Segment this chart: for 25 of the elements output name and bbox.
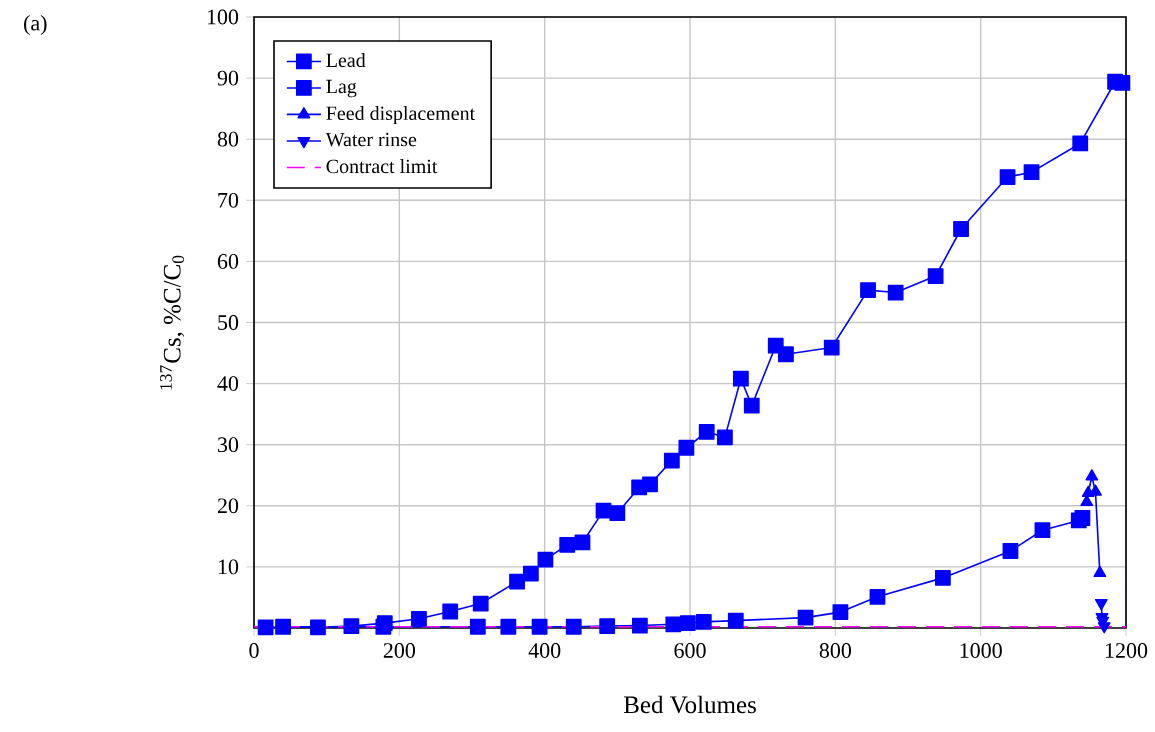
- x-tick-label: 600: [674, 643, 706, 658]
- legend-label: Feed displacement: [326, 105, 476, 125]
- y-tick-label: 60: [217, 253, 239, 269]
- y-tick-label: 40: [217, 376, 239, 392]
- legend-label: Lead: [326, 52, 366, 68]
- legend-label: Lag: [326, 79, 357, 98]
- legend-label: Water rinse: [325, 132, 417, 147]
- x-tick-label: 1200: [1105, 643, 1148, 658]
- y-tick-label: 10: [218, 559, 239, 575]
- x-tick-label: 400: [528, 643, 561, 658]
- y-tick-label: 20: [217, 498, 239, 514]
- x-tick-label: 0: [249, 643, 259, 658]
- x-tick-label: 800: [819, 643, 851, 658]
- y-axis-title: $^{137}$Cs, %C/C$_{0}$: [160, 255, 185, 390]
- legend-label: Contract limit: [326, 159, 438, 174]
- y-tick-label: 80: [217, 131, 239, 147]
- x-tick-label: 200: [383, 643, 416, 658]
- y-tick-label: 30: [218, 437, 239, 453]
- x-tick-label: 1000: [960, 643, 1002, 658]
- y-tick-label: 90: [217, 70, 239, 86]
- y-tick-label: 50: [218, 315, 239, 330]
- y-tick-label: 70: [218, 192, 239, 208]
- y-tick-label: 100: [207, 9, 239, 25]
- text: (a): [24, 15, 47, 35]
- x-axis-title: Bed Volumes: [623, 695, 756, 714]
